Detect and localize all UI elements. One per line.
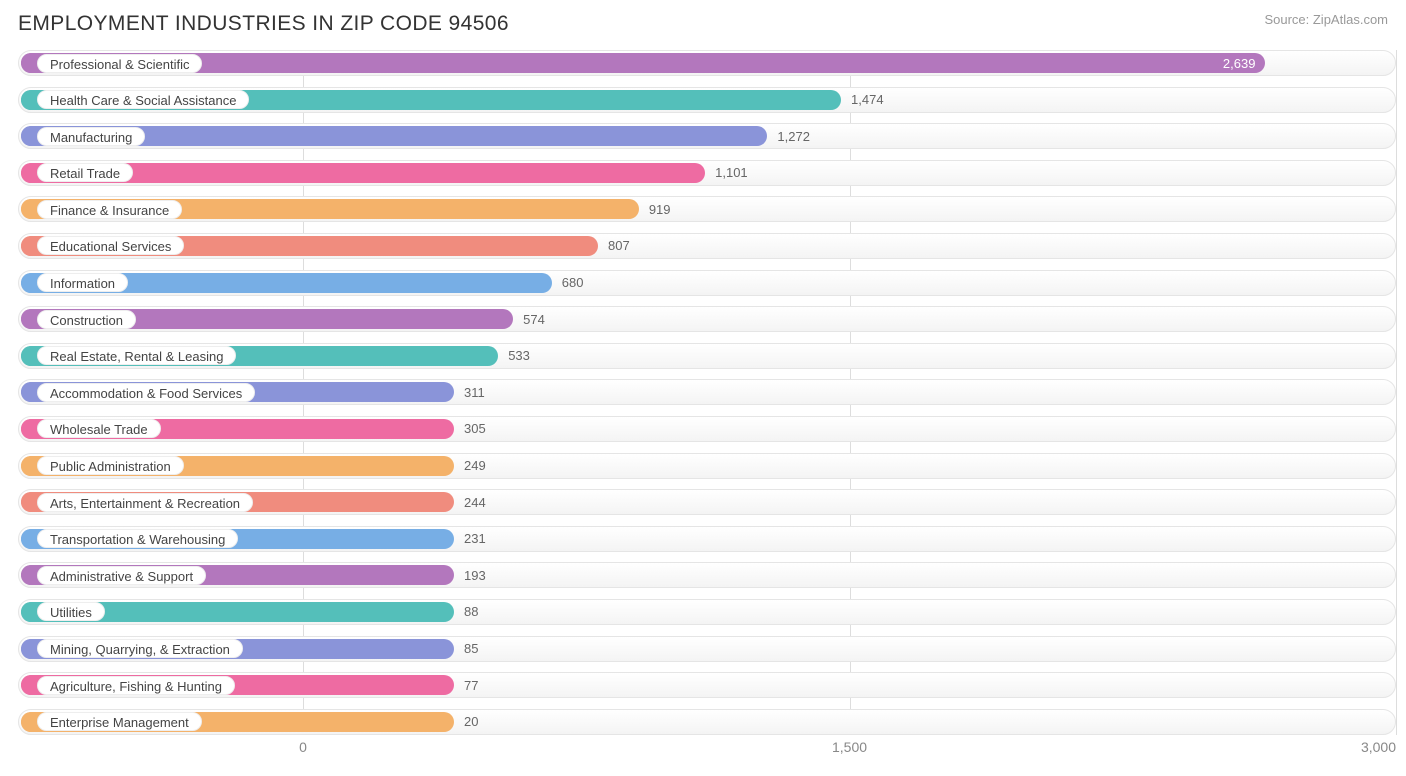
bar-chart: 2,639 Professional & Scientific Health Car…: [18, 50, 1396, 735]
bar-row: Wholesale Trade 305: [18, 416, 1396, 442]
bar-value: 305: [464, 417, 486, 441]
bar-row: 2,639 Professional & Scientific: [18, 50, 1396, 76]
bar-row: Administrative & Support 193: [18, 562, 1396, 588]
bar-value: 1,474: [851, 88, 884, 112]
bar-label: Transportation & Warehousing: [37, 529, 238, 548]
bar-value: 77: [464, 673, 478, 697]
bar-value: 807: [608, 234, 630, 258]
chart-container: EMPLOYMENT INDUSTRIES IN ZIP CODE 94506 …: [0, 0, 1406, 769]
bar-row: Manufacturing 1,272: [18, 123, 1396, 149]
bar-value: 193: [464, 563, 486, 587]
bar-value: 1,101: [715, 161, 748, 185]
bar-value: 231: [464, 527, 486, 551]
chart-area: 2,639 Professional & Scientific Health Car…: [18, 50, 1398, 761]
axis-tick-label: 3,000: [1361, 739, 1396, 755]
bar-label: Public Administration: [37, 456, 184, 475]
bar-row: Transportation & Warehousing 231: [18, 526, 1396, 552]
bar-value: 249: [464, 454, 486, 478]
bar-row: Real Estate, Rental & Leasing 533: [18, 343, 1396, 369]
bar-label: Mining, Quarrying, & Extraction: [37, 639, 243, 658]
bar-row: Finance & Insurance 919: [18, 196, 1396, 222]
bar-label: Arts, Entertainment & Recreation: [37, 493, 253, 512]
bar-fill: 2,639: [21, 53, 1265, 73]
bar-value: 20: [464, 710, 478, 734]
bar-row: Enterprise Management 20: [18, 709, 1396, 735]
bar-value: 680: [562, 271, 584, 295]
chart-rows: 2,639 Professional & Scientific Health Car…: [18, 50, 1396, 735]
bar-label: Finance & Insurance: [37, 200, 182, 219]
bar-label: Enterprise Management: [37, 712, 202, 731]
bar-row: Arts, Entertainment & Recreation 244: [18, 489, 1396, 515]
chart-source: Source: ZipAtlas.com: [1264, 12, 1388, 27]
bar-label: Real Estate, Rental & Leasing: [37, 346, 236, 365]
bar-value: 85: [464, 637, 478, 661]
bar-label: Administrative & Support: [37, 566, 206, 585]
bar-label: Information: [37, 273, 128, 292]
bar-value: 2,639: [1223, 53, 1256, 73]
bar-row: Accommodation & Food Services 311: [18, 379, 1396, 405]
bar-label: Construction: [37, 310, 136, 329]
bar-label: Manufacturing: [37, 127, 145, 146]
bar-value: 244: [464, 490, 486, 514]
bar-row: Information 680: [18, 270, 1396, 296]
bar-label: Health Care & Social Assistance: [37, 90, 249, 109]
bar-row: Utilities 88: [18, 599, 1396, 625]
bar-row: Health Care & Social Assistance 1,474: [18, 87, 1396, 113]
axis-tick-label: 0: [299, 739, 307, 755]
bar-row: Mining, Quarrying, & Extraction 85: [18, 636, 1396, 662]
bar-row: Construction 574: [18, 306, 1396, 332]
bar-row: Retail Trade 1,101: [18, 160, 1396, 186]
bar-value: 574: [523, 307, 545, 331]
chart-title: EMPLOYMENT INDUSTRIES IN ZIP CODE 94506: [18, 12, 509, 36]
bar-label: Educational Services: [37, 236, 184, 255]
bar-value: 311: [464, 380, 485, 404]
bar-row: Educational Services 807: [18, 233, 1396, 259]
bar-label: Retail Trade: [37, 163, 133, 182]
bar-row: Agriculture, Fishing & Hunting 77: [18, 672, 1396, 698]
bar-label: Professional & Scientific: [37, 54, 202, 73]
bar-label: Utilities: [37, 602, 105, 621]
bar-value: 533: [508, 344, 530, 368]
bar-value: 88: [464, 600, 478, 624]
bar-label: Accommodation & Food Services: [37, 383, 255, 402]
chart-header: EMPLOYMENT INDUSTRIES IN ZIP CODE 94506 …: [18, 12, 1398, 36]
gridline: [1396, 50, 1397, 735]
bar-label: Wholesale Trade: [37, 419, 161, 438]
bar-value: 919: [649, 197, 671, 221]
bar-value: 1,272: [777, 124, 810, 148]
bar-row: Public Administration 249: [18, 453, 1396, 479]
x-axis: 0 1,500 3,000: [18, 737, 1396, 761]
axis-tick-label: 1,500: [832, 739, 867, 755]
bar-label: Agriculture, Fishing & Hunting: [37, 676, 235, 695]
